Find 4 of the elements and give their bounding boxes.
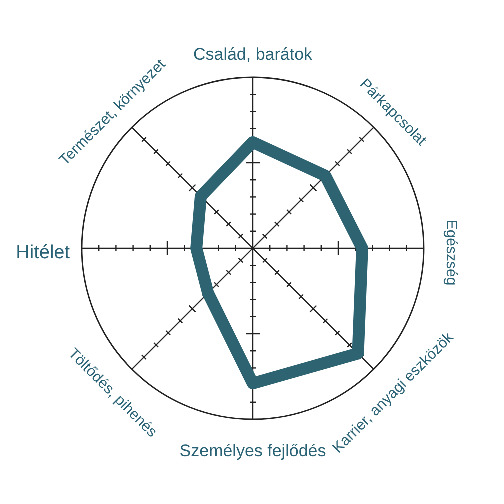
spoke-label: Személyes fejlődés — [180, 442, 326, 461]
spoke-label: Egészség — [442, 220, 460, 286]
spoke-label: Hitélet — [16, 242, 71, 264]
spoke-label: Család, barátok — [193, 44, 314, 64]
